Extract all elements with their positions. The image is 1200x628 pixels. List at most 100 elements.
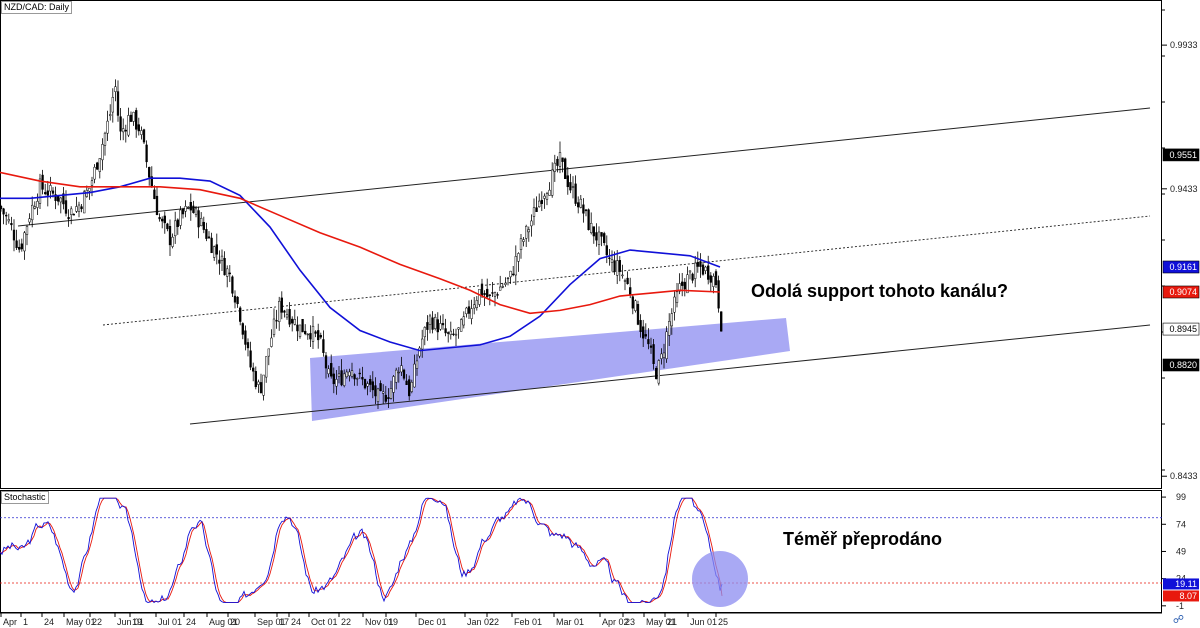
candle-body — [574, 183, 577, 204]
time-tick-label: 22 — [92, 617, 102, 627]
candle-body — [405, 380, 408, 385]
candle-body — [530, 220, 533, 227]
candle-body — [171, 236, 174, 247]
candle-body — [7, 219, 10, 222]
candle-body — [428, 315, 432, 325]
candle-body — [132, 111, 135, 122]
candle-body — [543, 195, 546, 199]
candle-body — [202, 221, 205, 230]
candle-body — [90, 180, 94, 186]
candle-body — [392, 376, 395, 393]
candle-body — [101, 144, 104, 161]
candle-body — [657, 360, 660, 384]
candle-body — [77, 204, 81, 212]
candle-body — [410, 381, 413, 392]
candle-body — [457, 327, 460, 330]
symbol-label: NZD/CAD: Daily — [1, 1, 73, 14]
candle-body — [111, 97, 114, 113]
candle-body — [660, 353, 663, 359]
candle-body — [655, 367, 658, 380]
price-tag-bg — [1162, 358, 1200, 372]
candle-body — [439, 323, 442, 330]
candle-body — [348, 371, 351, 377]
time-tick-label: 25 — [718, 617, 728, 627]
ma-red-line — [0, 171, 721, 315]
candle-body — [465, 307, 468, 315]
candle-body — [259, 382, 263, 394]
price-pane — [0, 0, 1162, 489]
candle-body — [597, 231, 601, 245]
candle-body — [335, 379, 338, 387]
candle-body — [254, 371, 257, 388]
candle-body — [179, 209, 182, 226]
candle-body — [605, 245, 608, 256]
stoch-tick-label: 74 — [1176, 519, 1186, 529]
candle-body — [436, 319, 439, 333]
price-tag-label: 0.9074 — [1169, 287, 1197, 297]
chain-link-icon[interactable]: ☍ — [1172, 614, 1184, 626]
candle-body — [452, 333, 455, 335]
candle-body — [369, 379, 372, 385]
candle-body — [707, 265, 710, 280]
candle-body — [665, 331, 668, 359]
candle-body — [148, 167, 151, 178]
candle-body — [75, 206, 78, 212]
candle-body — [233, 295, 237, 303]
candle-body — [137, 124, 140, 132]
candle-body — [717, 280, 720, 309]
candle-body — [109, 114, 112, 117]
candle-body — [423, 327, 426, 338]
candle-body — [691, 273, 694, 281]
candle-body — [200, 218, 203, 226]
candle-body — [387, 397, 390, 400]
price-tag-bg — [1162, 148, 1200, 162]
candle-body — [374, 385, 377, 397]
price-tag-label: 0.9551 — [1169, 150, 1197, 160]
candle-body — [330, 363, 333, 377]
candle-body — [293, 319, 296, 325]
candle-body — [142, 129, 146, 143]
candle-body — [447, 332, 450, 334]
candle-body — [629, 287, 632, 296]
candle-body — [327, 368, 330, 375]
candle-body — [582, 204, 585, 214]
candle-body — [649, 345, 653, 348]
candle-body — [491, 292, 494, 294]
candle-body — [296, 324, 299, 332]
candle-body — [400, 365, 403, 373]
candle-body — [244, 330, 247, 345]
time-tick-label: May 01 — [66, 617, 96, 627]
channel-upper-line — [17, 107, 1151, 227]
candle-body — [249, 350, 252, 368]
candle-body — [51, 190, 55, 194]
candle-body — [662, 352, 666, 358]
candle-body — [408, 379, 411, 397]
candle-body — [124, 129, 127, 132]
candle-body — [270, 337, 273, 347]
candle-body — [577, 202, 580, 208]
stoch-tick-label: -1 — [1176, 601, 1184, 611]
candle-body — [163, 215, 166, 224]
candle-body — [116, 91, 120, 116]
candle-body — [280, 297, 283, 313]
time-tick-label: Apr 02 — [602, 617, 629, 627]
stoch-tag-bg — [1163, 578, 1199, 590]
candles — [0, 79, 723, 409]
candle-body — [631, 296, 634, 309]
time-tick-label: Aug 01 — [209, 617, 238, 627]
candle-body — [145, 144, 148, 163]
candle-body — [153, 189, 156, 200]
oversold-annotation: Téměř přeprodáno — [783, 529, 943, 549]
candle-body — [415, 360, 419, 369]
time-tick-label: Sep 01 — [257, 617, 286, 627]
candle-body — [332, 373, 335, 385]
candle-body — [306, 333, 309, 336]
candle-body — [592, 226, 595, 237]
candle-body — [480, 283, 484, 297]
candle-body — [119, 116, 122, 132]
candle-body — [181, 208, 185, 215]
time-tick-label: 22 — [489, 617, 499, 627]
candle-body — [379, 383, 382, 391]
time-tick-label: Apr — [3, 617, 17, 627]
candle-body — [434, 316, 437, 329]
